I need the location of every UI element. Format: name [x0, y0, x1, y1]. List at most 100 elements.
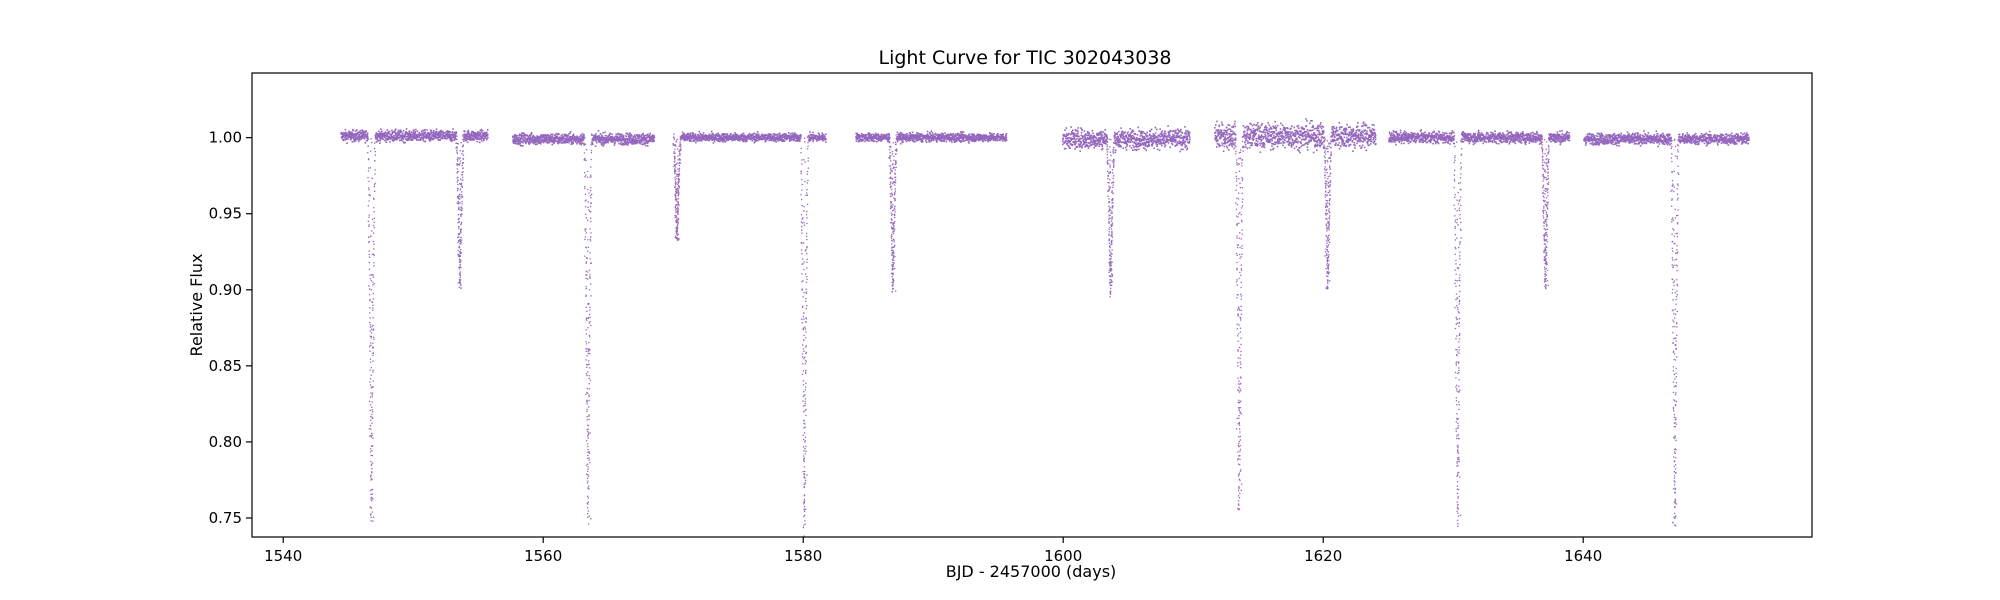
data-point: [1223, 139, 1225, 141]
data-point: [1181, 141, 1184, 144]
data-point: [1137, 145, 1139, 148]
data-point: [1115, 136, 1117, 138]
data-point: [607, 135, 609, 138]
data-point: [470, 136, 472, 139]
data-point: [820, 138, 823, 141]
data-point: [706, 139, 709, 141]
data-point: [1257, 143, 1259, 146]
data-point: [1072, 129, 1074, 131]
data-point: [553, 136, 556, 139]
data-point: [514, 141, 517, 143]
data-point: [551, 133, 554, 136]
data-point: [1165, 135, 1167, 138]
data-point: [716, 137, 719, 140]
data-point: [781, 139, 784, 141]
data-point: [937, 133, 939, 136]
data-point: [475, 135, 477, 138]
data-point: [376, 138, 379, 141]
data-point: [391, 129, 393, 132]
data-point: [858, 134, 861, 136]
data-point: [865, 134, 868, 136]
data-point: [887, 137, 890, 139]
data-point: [357, 135, 360, 137]
data-point: [410, 136, 412, 139]
data-point: [1244, 139, 1247, 142]
data-point: [1177, 133, 1179, 135]
data-point: [1138, 138, 1141, 141]
data-point: [874, 132, 877, 135]
data-point: [750, 136, 753, 138]
data-point: [632, 137, 635, 140]
data-point: [1188, 140, 1191, 143]
data-point: [572, 133, 575, 136]
data-point: [624, 139, 626, 142]
data-point: [376, 134, 379, 136]
data-point: [1231, 133, 1234, 135]
data-point: [1085, 140, 1087, 142]
data-point: [1002, 135, 1004, 137]
data-point: [825, 133, 827, 136]
data-point: [387, 138, 389, 141]
data-point: [435, 130, 438, 133]
data-point: [1153, 135, 1155, 138]
data-point: [601, 139, 604, 142]
data-point: [645, 134, 647, 136]
data-point: [1120, 135, 1123, 137]
data-point: [1186, 136, 1188, 139]
data-point: [653, 140, 655, 142]
data-point: [1179, 142, 1181, 145]
data-point: [1186, 130, 1189, 132]
data-point: [1121, 130, 1123, 133]
data-point: [1074, 141, 1076, 144]
data-point: [609, 132, 611, 135]
data-point: [398, 134, 401, 136]
data-point: [440, 133, 443, 136]
data-point: [642, 138, 644, 140]
data-point: [785, 136, 787, 138]
data-point: [355, 130, 357, 132]
data-point: [704, 134, 707, 136]
data-point: [405, 135, 407, 138]
data-point: [1063, 134, 1066, 136]
data-point: [756, 139, 758, 142]
data-point: [620, 135, 623, 138]
data-point: [1214, 126, 1216, 129]
data-point: [1182, 139, 1185, 142]
data-point: [704, 138, 706, 141]
data-point: [875, 135, 877, 138]
data-point: [724, 133, 726, 136]
data-point: [1139, 142, 1142, 145]
data-point: [428, 137, 431, 140]
data-point: [353, 134, 356, 136]
data-point: [564, 140, 566, 143]
data-point: [536, 143, 538, 145]
data-point: [1104, 136, 1106, 138]
data-point: [430, 136, 432, 139]
data-point: [354, 136, 356, 139]
data-point: [638, 135, 641, 138]
data-point: [869, 134, 871, 137]
data-point: [1066, 137, 1069, 140]
data-point: [524, 136, 526, 138]
data-point: [376, 132, 378, 135]
data-point: [1136, 148, 1138, 151]
data-point: [365, 130, 367, 132]
data-point: [773, 134, 776, 137]
data-point: [555, 132, 558, 135]
data-point: [710, 130, 713, 133]
data-point: [575, 137, 577, 140]
data-point: [1088, 132, 1091, 134]
data-point: [775, 134, 778, 136]
data-point: [556, 135, 559, 138]
data-point: [1140, 138, 1143, 141]
data-point: [1086, 137, 1089, 139]
data-point: [1169, 134, 1171, 137]
data-point: [604, 131, 606, 134]
data-point: [1131, 129, 1134, 131]
data-point: [1258, 137, 1260, 140]
data-point: [1218, 143, 1220, 145]
data-point: [1156, 145, 1158, 147]
data-point: [617, 140, 619, 142]
data-point: [1223, 129, 1225, 132]
data-point: [1227, 129, 1229, 131]
